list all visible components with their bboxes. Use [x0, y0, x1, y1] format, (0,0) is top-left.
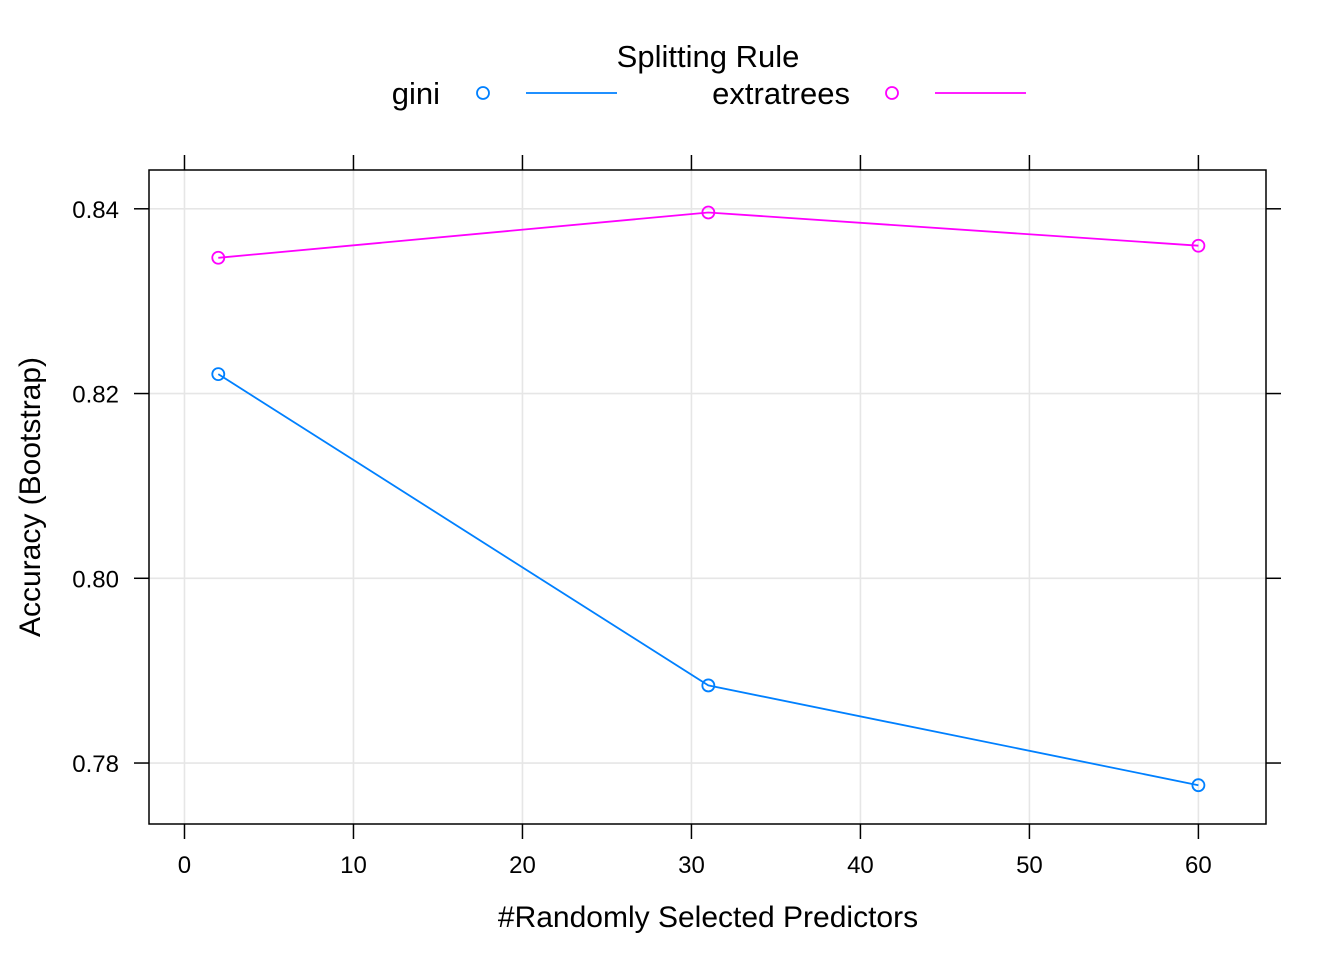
series-layer [211, 205, 1206, 793]
legend-title: Splitting Rule [617, 39, 800, 74]
x-tick-label: 30 [678, 852, 705, 879]
legend-marker-extratrees [885, 86, 899, 100]
y-tick-label: 0.80 [72, 566, 119, 593]
x-tick-label: 60 [1185, 852, 1212, 879]
series-line-gini [217, 373, 1199, 787]
y-tick-label: 0.82 [72, 382, 119, 409]
data-point-gini [211, 367, 226, 382]
data-point-extratrees [1191, 238, 1206, 253]
x-tick-label: 0 [178, 852, 191, 879]
plot-frame [148, 169, 1267, 825]
x-axis-label: #Randomly Selected Predictors [498, 901, 918, 934]
data-point-extratrees [211, 250, 226, 265]
x-tick-label: 50 [1016, 852, 1043, 879]
x-tick-label: 20 [509, 852, 536, 879]
legend-label-extratrees: extratrees [712, 76, 850, 111]
series-line-extratrees [218, 211, 1199, 259]
axes: 0 10 20 30 40 50 60 0.78 0.80 0.82 0.84 [72, 155, 1281, 879]
legend-label-gini: gini [392, 76, 440, 111]
y-axis-label: Accuracy (Bootstrap) [14, 357, 47, 637]
data-point-gini [701, 678, 716, 693]
data-point-gini [1191, 778, 1206, 793]
legend: Splitting Rule gini extratrees [392, 39, 1026, 111]
x-tick-label: 10 [340, 852, 367, 879]
y-tick-label: 0.78 [72, 751, 119, 778]
data-point-extratrees [701, 205, 716, 220]
y-tick-label: 0.84 [72, 197, 119, 224]
x-tick-label: 40 [847, 852, 874, 879]
grid [149, 170, 1266, 824]
legend-marker-gini [476, 86, 490, 100]
